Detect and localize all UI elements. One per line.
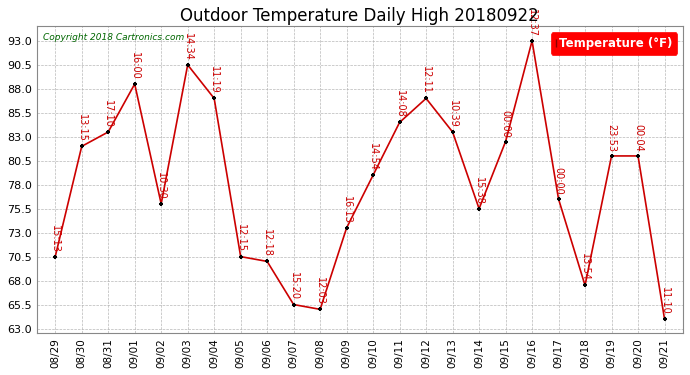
Point — [76, 143, 87, 149]
Point — [580, 282, 591, 288]
Point — [103, 129, 114, 135]
Text: 14:54: 14:54 — [368, 143, 378, 171]
Text: 10:39: 10:39 — [448, 100, 457, 128]
Text: 11:19: 11:19 — [209, 66, 219, 94]
Text: Copyright 2018 Cartronics.com: Copyright 2018 Cartronics.com — [43, 33, 184, 42]
Text: 14:08: 14:08 — [395, 90, 404, 118]
Point — [288, 302, 299, 307]
Point — [421, 95, 432, 101]
Point — [50, 254, 61, 260]
Point — [659, 316, 670, 322]
Point — [368, 172, 379, 178]
Point — [526, 38, 538, 44]
Text: 16:13: 16:13 — [342, 196, 352, 223]
Point — [553, 196, 564, 202]
Text: 12:15: 12:15 — [236, 225, 246, 252]
Text: 17:10: 17:10 — [104, 100, 113, 128]
Text: 12:11: 12:11 — [421, 66, 431, 94]
Text: 12:03: 12:03 — [315, 277, 325, 305]
Point — [394, 119, 405, 125]
Text: 15:38: 15:38 — [474, 177, 484, 204]
Point — [129, 81, 140, 87]
Legend: Temperature (°F): Temperature (°F) — [551, 32, 677, 55]
Text: 14:34: 14:34 — [183, 33, 193, 61]
Text: 11:10: 11:10 — [660, 287, 669, 315]
Text: 00:00: 00:00 — [553, 167, 564, 195]
Title: Outdoor Temperature Daily High 20180922: Outdoor Temperature Daily High 20180922 — [181, 7, 540, 25]
Text: 13:54: 13:54 — [580, 254, 590, 281]
Point — [473, 206, 484, 212]
Text: 00:00: 00:00 — [500, 110, 511, 137]
Point — [341, 225, 352, 231]
Point — [633, 153, 644, 159]
Point — [606, 153, 617, 159]
Point — [447, 129, 458, 135]
Text: 15:13: 15:13 — [50, 225, 60, 252]
Text: 13:15: 13:15 — [77, 114, 87, 142]
Text: 12:18: 12:18 — [262, 230, 272, 257]
Point — [182, 62, 193, 68]
Point — [208, 95, 219, 101]
Point — [500, 138, 511, 144]
Point — [156, 201, 167, 207]
Text: 10:30: 10:30 — [156, 172, 166, 200]
Point — [315, 306, 326, 312]
Text: 00:04: 00:04 — [633, 124, 643, 152]
Text: 23:53: 23:53 — [607, 124, 617, 152]
Text: 15:20: 15:20 — [288, 272, 299, 300]
Text: 12:37: 12:37 — [527, 9, 537, 37]
Point — [235, 254, 246, 260]
Point — [262, 258, 273, 264]
Text: 16:00: 16:00 — [130, 52, 139, 80]
